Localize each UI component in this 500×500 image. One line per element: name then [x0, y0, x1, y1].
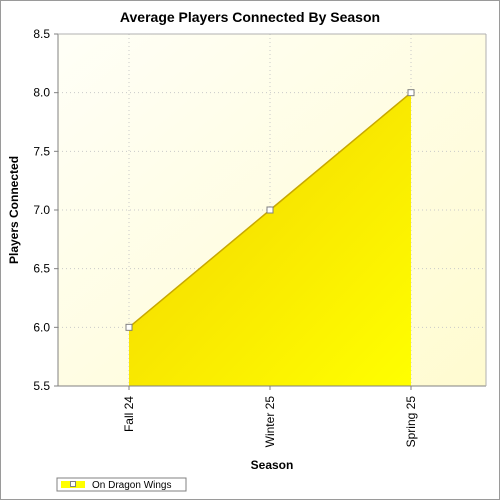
data-point — [407, 89, 415, 97]
y-axis-title: Players Connected — [7, 156, 21, 264]
y-tick-label: 8.0 — [33, 86, 50, 100]
tick-labels: 5.5 6.0 6.5 7.0 7.5 8.0 8.5 Fall 24 Winter 25 Spr… — [33, 27, 418, 447]
x-tick-label: Fall 24 — [122, 396, 136, 432]
y-tick-label: 7.0 — [33, 203, 50, 217]
legend: On Dragon Wings — [56, 477, 187, 492]
x-tick-label: Spring 25 — [404, 396, 418, 448]
legend-box — [56, 477, 187, 492]
legend-label: On Dragon Wings — [92, 480, 171, 491]
x-tick-label: Winter 25 — [263, 396, 277, 448]
y-tick-label: 6.0 — [33, 320, 50, 334]
series-area — [129, 92, 411, 387]
y-tick-label: 8.5 — [33, 27, 50, 41]
data-point — [266, 206, 274, 214]
x-axis-title: Season — [251, 458, 294, 472]
data-point — [125, 323, 133, 331]
area-layer — [125, 89, 415, 387]
chart-title: Average Players Connected By Season — [120, 9, 380, 25]
y-tick-label: 5.5 — [33, 379, 50, 393]
legend-marker — [70, 481, 76, 487]
y-tick-label: 7.5 — [33, 144, 50, 158]
y-tick-label: 6.5 — [33, 262, 50, 276]
axes — [54, 33, 487, 390]
